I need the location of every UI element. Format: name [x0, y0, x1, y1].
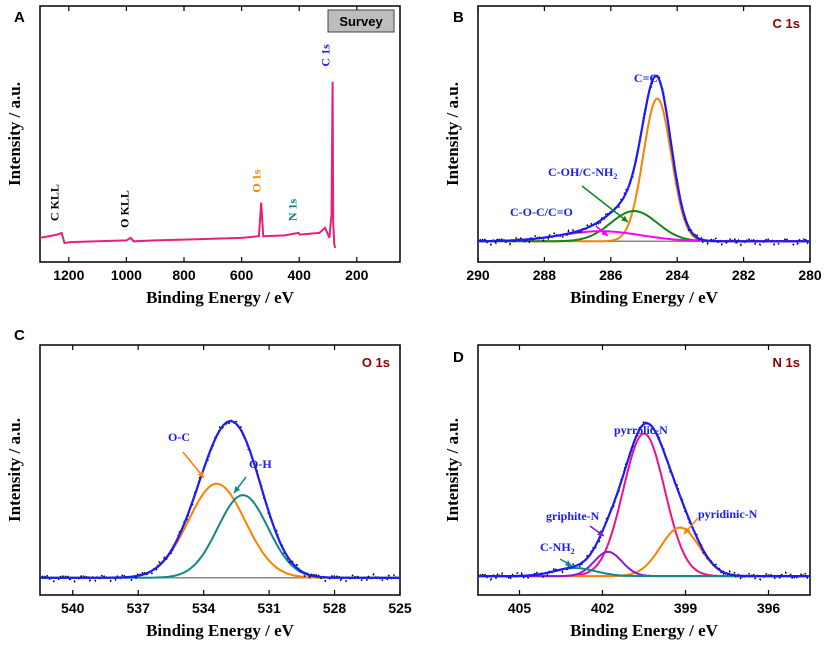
x-tick-label: 284: [666, 267, 690, 283]
plot-frame: [477, 344, 811, 596]
annotation-arrowhead: [597, 529, 604, 536]
fit-peak-griphite-n: [478, 550, 810, 578]
annotation-arrowhead: [621, 215, 628, 222]
panel-D: D 405 402 399 396 Binding Energy / eV Intensit…: [443, 344, 811, 640]
y-axis-title: Intensity / a.u.: [5, 82, 24, 186]
annotation-arrowhead: [234, 486, 241, 493]
x-tick-label: 402: [591, 600, 615, 616]
plot-frame: [477, 5, 811, 263]
x-tick-label: 288: [533, 267, 557, 283]
panel-tag: O 1s: [362, 355, 390, 370]
panel-tag: N 1s: [773, 355, 800, 370]
x-tick-label: 399: [674, 600, 698, 616]
x-tick-label: 286: [599, 267, 623, 283]
envelope-line: [478, 422, 810, 578]
x-axis-title: Binding Energy / eV: [146, 621, 295, 640]
panel-A: A 1200 1000 800 600 400 200 Binding Energy / eV…: [5, 5, 401, 307]
peak-annotation: O 1s: [249, 169, 263, 192]
x-axis-title: Binding Energy / eV: [570, 621, 719, 640]
fit-peak-o-h: [40, 494, 400, 579]
plot-frame: [39, 344, 401, 596]
peak-annotation: C 1s: [318, 44, 332, 67]
x-tick-label: 290: [466, 267, 490, 283]
y-axis-title: Intensity / a.u.: [5, 418, 24, 522]
panel-C: C 540 537 534 531 528 525 Binding Energy / eV In…: [5, 327, 412, 640]
envelope-line: [478, 74, 810, 243]
x-tick-label: 528: [323, 600, 347, 616]
x-tick-label: 400: [288, 267, 312, 283]
x-tick-label: 1000: [111, 267, 142, 283]
annotation-arrowhead: [197, 471, 204, 478]
x-tick-label: 282: [732, 267, 756, 283]
annotation-arrowhead: [684, 527, 691, 534]
peak-annotation: pyrrolic-N: [614, 423, 668, 437]
x-tick-label: 396: [757, 600, 781, 616]
x-tick-label: 531: [257, 600, 281, 616]
peak-annotation: griphite-N: [546, 509, 600, 523]
y-axis-title: Intensity / a.u.: [443, 418, 462, 522]
peak-annotation: C-OH/C-NH2: [548, 165, 617, 181]
panel-tag: Survey: [339, 14, 383, 29]
tag-box: [327, 9, 395, 33]
annotation-arrowhead: [565, 560, 572, 566]
x-tick-label: 1200: [53, 267, 84, 283]
fit-peak-pyridinic-n: [478, 526, 810, 578]
envelope-line: [40, 420, 400, 579]
x-tick-label: 537: [127, 600, 151, 616]
fit-peak-o-c: [40, 482, 400, 579]
x-axis-title: Binding Energy / eV: [146, 288, 295, 307]
series-line: [39, 81, 337, 249]
panel-letter: B: [453, 9, 464, 26]
peak-annotation: O-C: [168, 430, 190, 444]
x-tick-label: 534: [192, 600, 216, 616]
panel-letter: A: [14, 9, 25, 26]
peak-annotation: O KLL: [118, 190, 132, 228]
peak-annotation: pyridinic-N: [698, 507, 758, 521]
x-tick-label: 200: [345, 267, 369, 283]
peak-annotation: C KLL: [48, 184, 62, 221]
x-tick-label: 405: [508, 600, 532, 616]
peak-annotation: C=C: [634, 71, 658, 85]
x-tick-label: 280: [798, 267, 822, 283]
peak-annotation: C-NH2: [540, 540, 575, 556]
x-tick-label: 525: [388, 600, 412, 616]
x-tick-label: 600: [230, 267, 254, 283]
raw-data: [39, 419, 401, 583]
plot-frame: [39, 5, 401, 263]
panel-letter: D: [453, 349, 464, 366]
fit-peak-pyrrolic-n: [478, 432, 810, 578]
panel-B: B 290 288 286 284 282 280 Binding Energy / eV In…: [443, 5, 822, 307]
x-tick-label: 800: [172, 267, 196, 283]
x-axis-title: Binding Energy / eV: [570, 288, 719, 307]
panel-tag: C 1s: [773, 16, 800, 31]
peak-annotation: C-O-C/C=O: [510, 205, 573, 219]
y-axis-title: Intensity / a.u.: [443, 82, 462, 186]
peak-annotation: O-H: [249, 457, 272, 471]
panel-letter: C: [14, 327, 25, 344]
x-tick-label: 540: [61, 600, 85, 616]
raw-data: [477, 73, 811, 247]
raw-data: [477, 419, 810, 582]
peak-annotation: N 1s: [286, 198, 300, 221]
annotation-arrow: [581, 185, 629, 223]
annotation-arrowhead: [601, 229, 608, 236]
